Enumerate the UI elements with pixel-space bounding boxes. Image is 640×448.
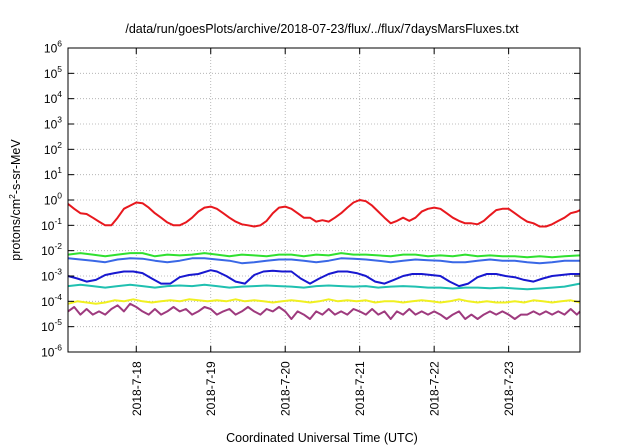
series-line-2: [67, 252, 581, 259]
x-tick-label: 2018-7-21: [353, 361, 367, 416]
y-tick-label: 106: [44, 39, 62, 56]
y-tick-base: 10: [41, 270, 55, 284]
y-axis-label-sup: 2: [7, 194, 17, 199]
y-tick-label: 10-1: [41, 216, 62, 233]
x-tick-label: 2018-7-19: [204, 361, 218, 416]
y-tick-base: 10: [44, 168, 58, 182]
y-tick-base: 10: [44, 194, 58, 208]
y-axis-label-base: protons/cm: [9, 199, 23, 261]
y-tick-exponent: 1: [57, 165, 62, 175]
y-tick-label: 100: [44, 191, 62, 208]
y-tick-base: 10: [44, 118, 58, 132]
x-tick-label: 2018-7-20: [279, 361, 293, 416]
x-tick-label: 2018-7-18: [130, 361, 144, 416]
y-tick-exponent: -1: [54, 216, 62, 226]
y-tick-exponent: 2: [57, 140, 62, 150]
y-tick-label: 105: [44, 64, 62, 81]
y-tick-base: 10: [44, 42, 58, 56]
y-tick-label: 103: [44, 115, 62, 132]
y-tick-exponent: -4: [54, 292, 62, 302]
y-tick-base: 10: [44, 67, 58, 81]
y-tick-exponent: -6: [54, 343, 62, 353]
y-tick-base: 10: [41, 295, 55, 309]
y-tick-exponent: 5: [57, 64, 62, 74]
y-tick-label: 10-6: [41, 343, 62, 360]
y-tick-exponent: 0: [57, 191, 62, 201]
y-tick-exponent: 3: [57, 115, 62, 125]
y-tick-label: 104: [44, 89, 62, 106]
series-line-6: [67, 298, 581, 305]
y-tick-exponent: 6: [57, 39, 62, 49]
series-layer: [67, 199, 581, 320]
series-line-3: [67, 257, 580, 265]
series-line-5: [67, 282, 581, 291]
x-axis-label: Coordinated Universal Time (UTC): [226, 431, 418, 445]
y-tick-base: 10: [41, 346, 55, 360]
x-tick-labels: 2018-7-18 2018-7-19 2018-7-20 2018-7-21 2018…: [130, 48, 516, 416]
y-tick-exponent: -2: [54, 241, 62, 251]
series-line-7: [67, 302, 581, 320]
y-tick-exponent: -5: [54, 317, 62, 327]
y-tick-exponent: -3: [54, 267, 62, 277]
y-tick-label: 10-4: [41, 292, 62, 309]
y-tick-base: 10: [41, 244, 55, 258]
x-tick-label: 2018-7-23: [502, 361, 516, 416]
y-tick-label: 101: [44, 165, 62, 182]
y-tick-label: 10-3: [41, 267, 62, 284]
chart-title: /data/run/goesPlots/archive/2018-07-23/f…: [125, 22, 519, 36]
y-tick-base: 10: [41, 320, 55, 334]
series-line-4: [67, 269, 580, 288]
y-tick-labels: 10-610-510-410-310-210-11001011021031041…: [41, 39, 580, 360]
y-axis-label: protons/cm2-s-sr-MeV: [7, 139, 23, 261]
grid-layer: [68, 48, 580, 352]
y-tick-label: 10-5: [41, 317, 62, 334]
series-line-1: [67, 199, 581, 228]
y-tick-base: 10: [41, 219, 55, 233]
y-axis-label-rest: -s-sr-MeV: [9, 139, 23, 195]
y-tick-label: 10-2: [41, 241, 62, 258]
y-tick-exponent: 4: [57, 89, 62, 99]
y-tick-base: 10: [44, 92, 58, 106]
y-tick-label: 102: [44, 140, 62, 157]
y-tick-base: 10: [44, 143, 58, 157]
x-tick-label: 2018-7-22: [428, 361, 442, 416]
